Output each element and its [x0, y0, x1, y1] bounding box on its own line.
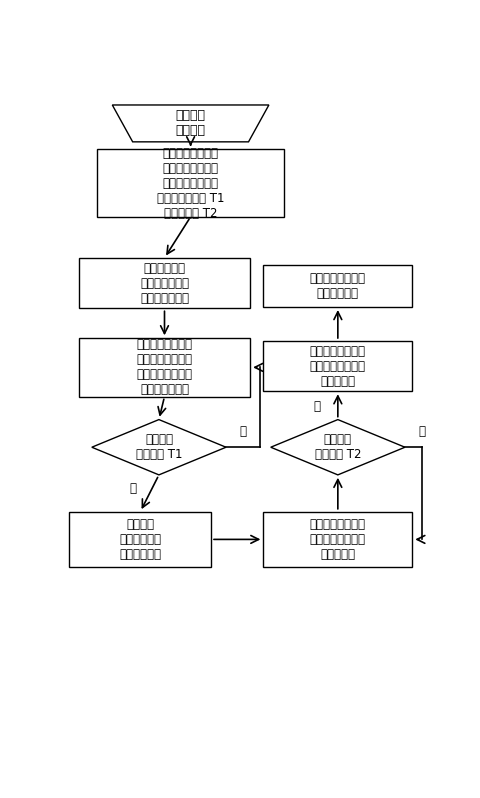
Text: 风机继续保持工作
对静电除尘单元进
行风干操作: 风机继续保持工作 对静电除尘单元进 行风干操作 — [309, 518, 365, 561]
Text: 控制系统关闭风机
并将当前时间写入
控制系统中: 控制系统关闭风机 并将当前时间写入 控制系统中 — [309, 345, 365, 388]
Text: 控制系统
打开三通阀门
同时关闭水泵: 控制系统 打开三通阀门 同时关闭水泵 — [119, 518, 161, 561]
Polygon shape — [92, 420, 226, 475]
FancyBboxPatch shape — [79, 258, 250, 308]
Text: 是: 是 — [129, 482, 136, 495]
Text: 达到所需
风干时长 T2: 达到所需 风干时长 T2 — [314, 433, 360, 461]
Text: 达到所需
清洗时长 T1: 达到所需 清洗时长 T1 — [135, 433, 182, 461]
Text: 否: 否 — [239, 425, 246, 438]
Text: 静电除尘单元自动
清洗作业完成: 静电除尘单元自动 清洗作业完成 — [309, 272, 365, 300]
Text: 控制系统关闭
三通阀门，同时
打开水泵和风机: 控制系统关闭 三通阀门，同时 打开水泵和风机 — [140, 262, 189, 305]
Polygon shape — [270, 420, 404, 475]
FancyBboxPatch shape — [69, 512, 211, 567]
Text: 控制系统根据上次
清洗后至当前时刻
间的工作时长自动
计算出清洗时长 T1
和风干时长 T2: 控制系统根据上次 清洗后至当前时刻 间的工作时长自动 计算出清洗时长 T1 和风… — [156, 147, 224, 219]
Text: 水泵开始向激射和
雾化喷头输送净化
液并由风机均均吹
入静电除尘单元: 水泵开始向激射和 雾化喷头输送净化 液并由风机均均吹 入静电除尘单元 — [136, 338, 192, 397]
Text: 启动自动
清洗作业: 启动自动 清洗作业 — [175, 109, 205, 137]
FancyBboxPatch shape — [263, 512, 411, 567]
FancyBboxPatch shape — [263, 341, 411, 391]
Text: 否: 否 — [417, 425, 424, 438]
FancyBboxPatch shape — [263, 266, 411, 307]
Text: 是: 是 — [313, 400, 320, 413]
Polygon shape — [112, 105, 268, 142]
FancyBboxPatch shape — [79, 338, 250, 397]
FancyBboxPatch shape — [97, 149, 283, 217]
